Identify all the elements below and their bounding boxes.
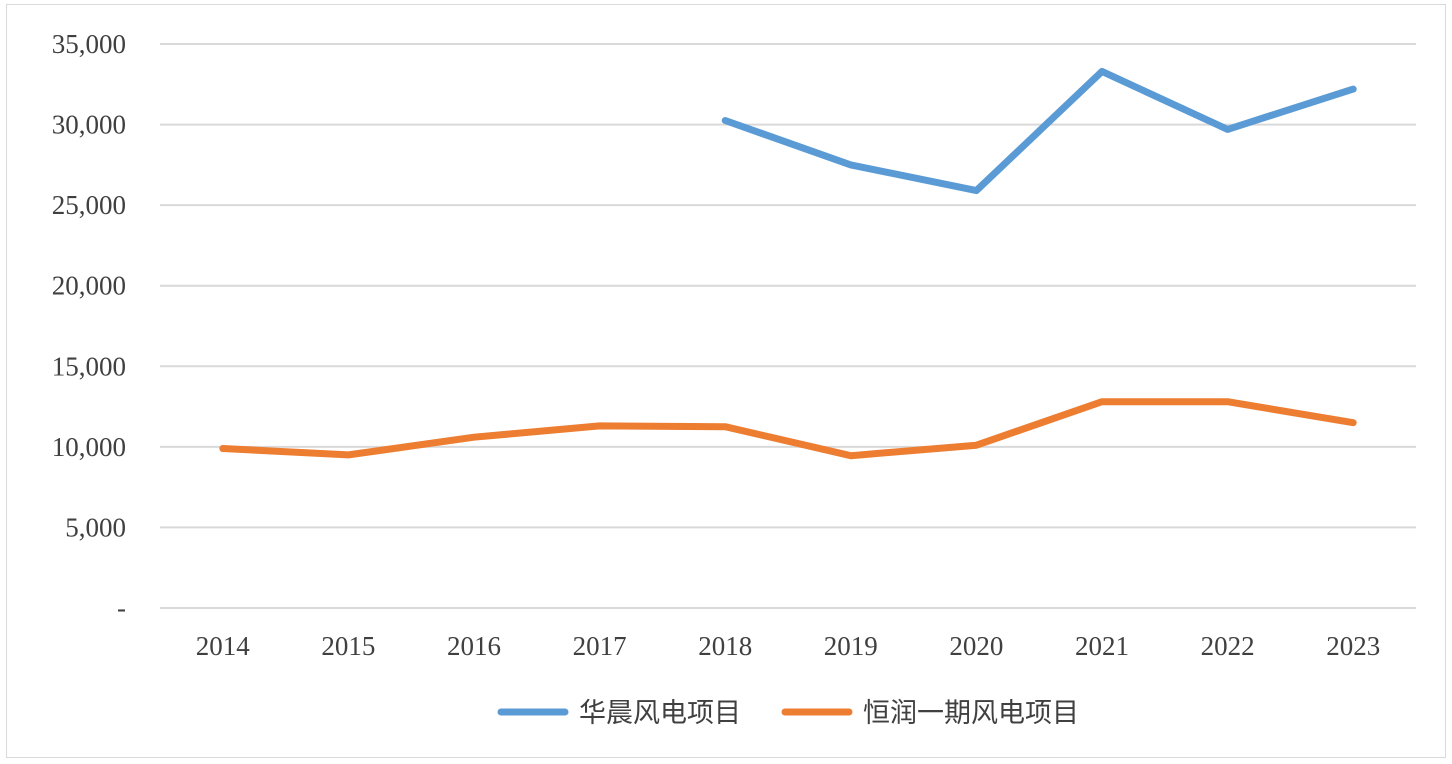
x-tick-label: 2017: [573, 631, 627, 661]
series-layer: [219, 67, 1357, 460]
y-tick-label: 35,000: [52, 29, 126, 59]
x-tick-label: 2014: [196, 631, 251, 661]
x-tick-label: 2016: [447, 631, 501, 661]
legend-label-1: 华晨风电项目: [579, 698, 741, 729]
x-tick-label: 2015: [321, 631, 375, 661]
y-tick-label: 10,000: [52, 432, 126, 462]
legend-label-2: 恒润一期风电项目: [863, 698, 1079, 729]
series-line-1: [721, 67, 1357, 195]
series-line-2: [219, 398, 1357, 460]
x-tick-label: 2021: [1075, 631, 1129, 661]
chart-frame: [6, 4, 1446, 758]
y-tick-label: 25,000: [52, 190, 126, 220]
grid-layer: [160, 43, 1416, 609]
y-tick-label: 30,000: [52, 110, 126, 140]
x-tick-label: 2019: [824, 631, 878, 661]
axis-layer: - 5,000 10,000 15,000 20,000 25,000 30,000 35,0…: [52, 29, 1380, 661]
y-tick-label: 5,000: [65, 512, 126, 542]
x-tick-label: 2020: [949, 631, 1003, 661]
legend: 华晨风电项目 恒润一期风电项目: [497, 698, 1079, 729]
y-tick-label: 20,000: [52, 271, 126, 301]
x-tick-label: 2022: [1201, 631, 1255, 661]
x-tick-label: 2023: [1326, 631, 1380, 661]
x-tick-label: 2018: [698, 631, 752, 661]
y-tick-label: 15,000: [52, 351, 126, 381]
y-tick-label: -: [117, 593, 126, 623]
